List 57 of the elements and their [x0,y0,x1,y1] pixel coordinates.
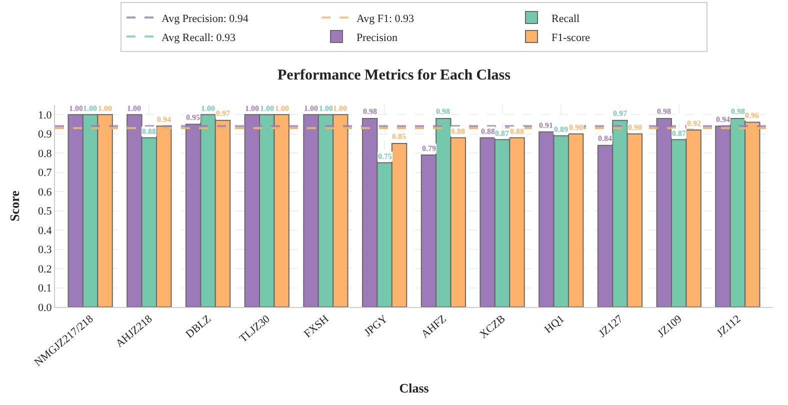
data-label: 0.89 [554,125,568,134]
x-tick-label: HQ1 [542,313,567,336]
data-label: 0.84 [598,134,612,143]
data-label: 1.00 [319,104,333,113]
data-label: 0.75 [378,152,392,161]
data-label: 1.00 [304,104,318,113]
data-label: 1.00 [260,104,274,113]
chart-title: Performance Metrics for Each Class [278,67,511,84]
data-label: 0.98 [657,107,671,116]
data-label: 0.96 [745,111,759,120]
data-label: 1.00 [98,104,112,113]
data-label: 0.90 [569,123,583,132]
legend-label: Avg Precision: 0.94 [162,12,249,25]
y-tick-label: 0.2 [38,263,52,276]
data-label: 0.98 [363,107,377,116]
data-label: 0.95 [186,113,200,122]
data-label: 0.85 [392,132,406,141]
data-label: 0.87 [672,129,686,138]
data-label: 0.98 [731,107,745,116]
data-label: 1.00 [245,104,259,113]
data-label: 0.91 [539,121,553,130]
data-label: 0.92 [687,119,701,128]
data-label: 1.00 [333,104,347,113]
legend-label: Recall [552,12,580,25]
data-label: 0.97 [216,109,230,118]
y-tick-label: 1.0 [38,109,52,122]
data-label: 1.00 [69,104,83,113]
y-tick-label: 0.8 [38,148,52,160]
y-tick-label: 0.6 [38,186,52,198]
y-tick-label: 0.1 [38,282,52,295]
data-label: 0.88 [451,127,465,136]
data-label: 0.97 [613,109,627,118]
y-tick-label: 0.0 [38,302,52,314]
data-label: 1.00 [127,104,141,113]
y-tick-label: 0.5 [38,206,52,218]
data-label: 0.94 [157,115,171,124]
legend-label: Precision [356,32,398,44]
data-label: 0.88 [510,127,524,136]
y-tick-label: 0.7 [38,167,52,180]
data-label: 0.90 [628,123,642,132]
y-axis-title: Score [7,190,22,222]
data-label: 0.79 [422,144,436,153]
data-label: 0.88 [142,127,156,136]
data-label: 0.98 [436,107,450,116]
data-label: 1.00 [275,104,289,113]
legend-label: Avg F1: 0.93 [356,12,415,25]
data-label: 1.00 [83,104,97,113]
y-tick-label: 0.4 [38,224,52,237]
data-label: 1.00 [201,104,215,113]
y-tick-label: 0.3 [38,244,52,256]
data-label: 0.87 [495,129,509,138]
data-label: 0.88 [481,127,495,136]
legend-label: Avg Recall: 0.93 [162,32,236,44]
legend-label: F1-score [552,32,590,44]
y-tick-label: 0.9 [38,128,52,141]
data-label: 0.94 [716,115,730,124]
x-axis-title: Class [399,380,429,396]
